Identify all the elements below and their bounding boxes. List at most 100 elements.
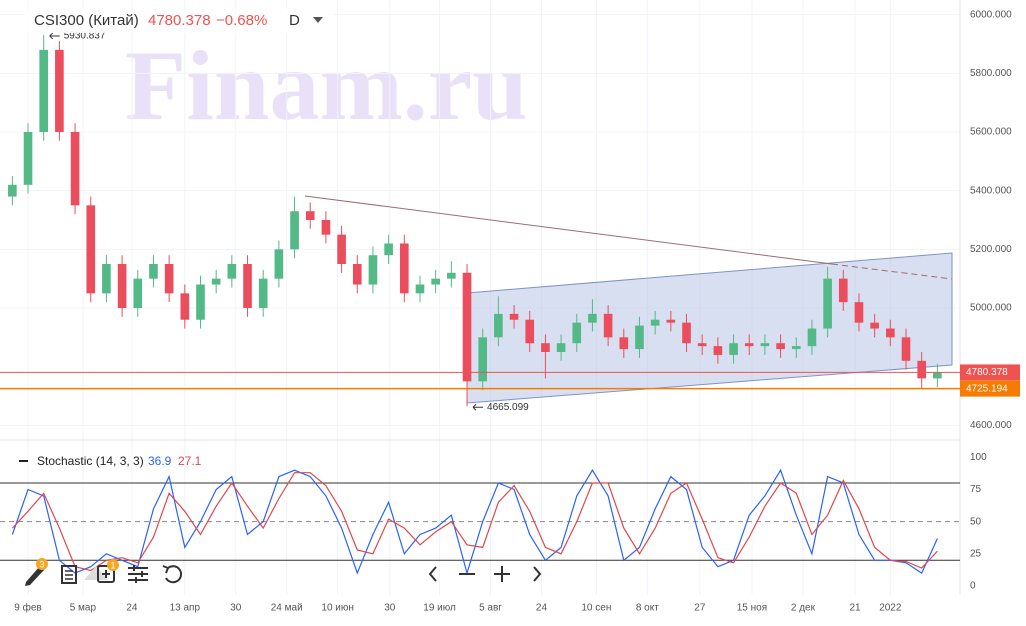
interval-dropdown[interactable] [313, 17, 323, 23]
candle-body [180, 293, 190, 320]
candle-body [290, 211, 299, 250]
candle-body [86, 205, 96, 294]
x-tick-label: 2 дек [791, 603, 816, 614]
level-label: 4725.194 [966, 383, 1008, 394]
reset-tool[interactable] [165, 565, 183, 584]
candle-body [164, 264, 174, 294]
candle-body [603, 313, 613, 338]
candle-body [760, 343, 770, 347]
objects-icon [65, 570, 73, 580]
zoom-in[interactable] [494, 566, 510, 582]
x-tick-label: 5 авг [479, 603, 502, 614]
x-tick-label: 21 [849, 603, 861, 614]
candle-body [886, 328, 895, 338]
candle-body [243, 264, 252, 308]
candle-body [431, 278, 440, 285]
candle-body [149, 264, 158, 279]
candle-body [541, 343, 550, 352]
candle-body [478, 337, 488, 382]
settings-tool[interactable] [128, 565, 148, 583]
y-tick-label: 50 [970, 516, 982, 527]
candle-body [8, 184, 17, 197]
draw-tool[interactable] [25, 566, 44, 586]
x-tick-label: 24 [536, 603, 548, 614]
candle-body [838, 278, 848, 303]
candle-body [70, 132, 80, 206]
x-tick-label: 27 [694, 603, 706, 614]
candle-body [901, 337, 911, 361]
header-box [24, 9, 334, 33]
scroll-right[interactable] [533, 566, 542, 582]
interval[interactable]: D [289, 12, 300, 29]
candle-body [462, 272, 472, 382]
candle-body [619, 337, 629, 350]
candle-body [807, 328, 817, 347]
badge-text: 3 [39, 559, 44, 569]
candle-body [556, 343, 566, 352]
candle-body [39, 49, 49, 132]
annotation-label: 4665.099 [487, 402, 529, 413]
candle-body [572, 322, 582, 344]
x-tick-label: 9 фев [14, 602, 41, 614]
x-tick-label: 10 сен [581, 603, 611, 614]
header-change: −0.68% [216, 12, 267, 29]
header-price: 4780.378 [148, 12, 211, 29]
level-tag [960, 380, 1020, 397]
x-tick-label: 24 май [271, 603, 303, 614]
x-tick-label: 5 мар [70, 603, 97, 614]
y-tick-label: 6000.000 [970, 9, 1012, 20]
candle-body [791, 346, 801, 350]
badge [36, 558, 48, 570]
indicator-line [11, 472, 938, 572]
candle-body [196, 284, 205, 320]
trend-line-extension [831, 263, 953, 280]
reset-arrow [162, 565, 170, 574]
candle-body [337, 234, 346, 264]
candle-body [305, 211, 315, 220]
indicator-d-value: 27.1 [178, 454, 202, 468]
annotation-label: 5930.837 [64, 31, 106, 42]
candle-body [682, 322, 691, 344]
candle-body [133, 278, 143, 308]
candle-body [399, 243, 409, 294]
candle-body [55, 49, 64, 132]
y-tick-label: 25 [970, 548, 982, 559]
annotation-arrow [49, 32, 60, 40]
candle-body [352, 264, 362, 285]
candle-body [494, 313, 503, 338]
candle-body [274, 249, 284, 279]
y-tick-label: 5200.000 [970, 244, 1012, 255]
x-tick-label: 13 апр [170, 603, 201, 614]
candle-body [102, 264, 111, 294]
indicator-line [11, 468, 938, 576]
badge [107, 559, 119, 571]
indicator-k-value: 36.9 [148, 454, 172, 468]
objects-tool[interactable] [61, 565, 77, 584]
watermark: Finam.ru [125, 30, 528, 141]
y-tick-label: 75 [970, 484, 982, 495]
annotation-arrow [472, 403, 484, 411]
x-tick-label: 15 ноя [737, 603, 767, 614]
y-tick-label: 5600.000 [970, 127, 1012, 138]
candle-body [525, 319, 535, 344]
badge-text: 1 [110, 560, 115, 570]
scroll-left[interactable] [428, 566, 437, 582]
candle-body [321, 220, 331, 235]
x-tick-label: 24 [126, 603, 138, 614]
x-tick-label: 30 [384, 603, 396, 614]
y-tick-label: 5800.000 [970, 68, 1012, 79]
indicator-title: Stochastic (14, 3, 3) [37, 454, 144, 468]
trend-line [304, 195, 833, 265]
shapes-tool[interactable] [84, 566, 108, 580]
y-tick-label: 100 [970, 452, 987, 463]
stochastic-panel: 0 25 50 75 100 [0, 452, 987, 592]
candle-body [23, 132, 33, 185]
x-tick-label: 8 окт [636, 603, 659, 614]
indicators-tool[interactable] [97, 565, 115, 583]
y-tick-label: 4600.000 [970, 420, 1012, 431]
last-price-tag [960, 364, 1020, 381]
y-tick-label: 5000.000 [970, 303, 1012, 314]
x-tick-label: 2022 [879, 603, 902, 614]
